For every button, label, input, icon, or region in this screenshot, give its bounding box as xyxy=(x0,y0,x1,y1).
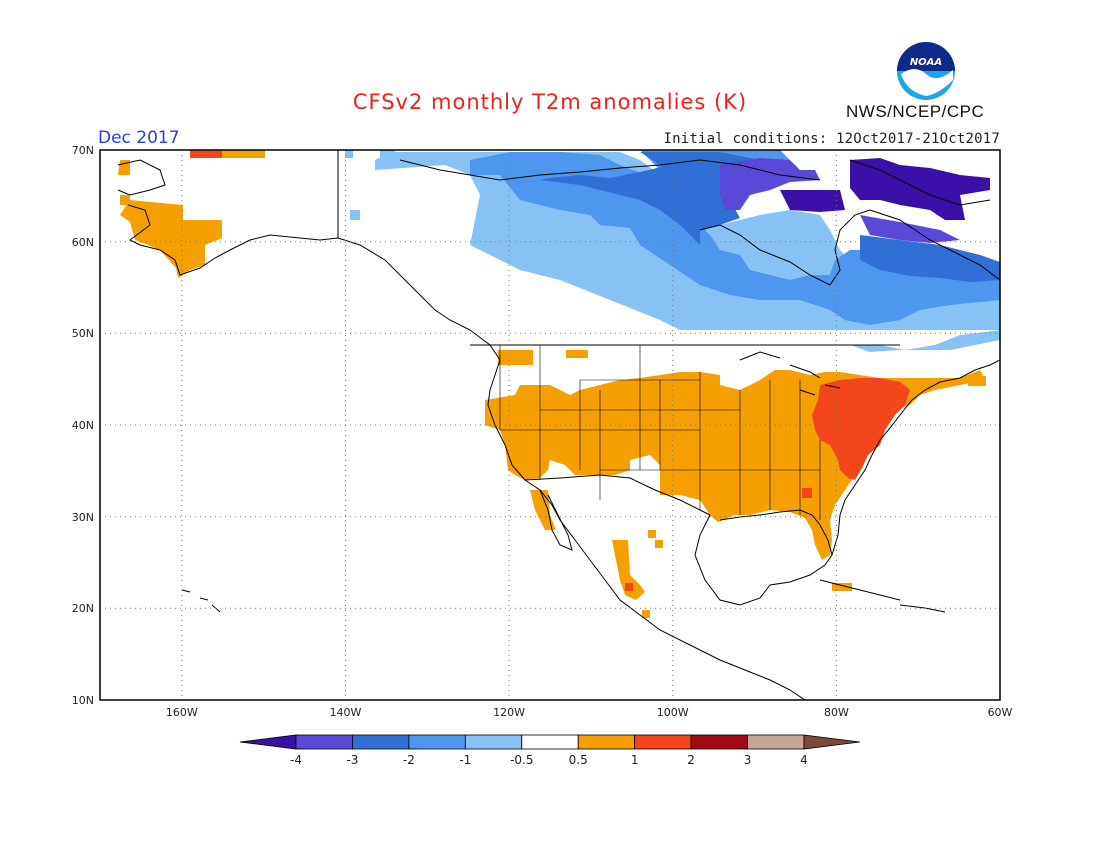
cold-light-region-spot xyxy=(345,150,353,158)
coastline-greenland xyxy=(849,159,991,206)
lat-label: 20N xyxy=(72,602,94,615)
warm-region-mexico xyxy=(612,540,645,600)
legend-label: 1 xyxy=(631,753,639,767)
logo-text: NOAA xyxy=(910,57,942,68)
lat-label: 40N xyxy=(72,419,94,432)
coastline-baja xyxy=(539,489,573,551)
legend-swatch xyxy=(295,734,353,750)
warm-region-alaska-nw xyxy=(120,195,130,205)
legend-swatch xyxy=(747,734,805,750)
lon-label: 140W xyxy=(330,706,362,719)
coastline-cuba xyxy=(819,579,946,613)
warm-region-cuba xyxy=(832,583,852,591)
legend-swatch xyxy=(352,734,410,750)
very-cold-region-north xyxy=(780,190,845,212)
hot-region-east-coast xyxy=(812,378,910,480)
warm-region-spot xyxy=(642,610,650,618)
lon-labels: 160W 140W 120W 100W 80W 60W xyxy=(166,706,1013,719)
color-legend: -4 -3 -2 -1 -0.5 0.5 1 2 3 4 xyxy=(239,734,861,767)
lat-label: 30N xyxy=(72,511,94,524)
lon-label: 100W xyxy=(657,706,689,719)
hot-region-alaska xyxy=(190,150,222,158)
agency-label: NWS/NCEP/CPC xyxy=(846,102,985,121)
coastline-gulf xyxy=(694,509,833,606)
noaa-logo: NOAA xyxy=(897,42,955,100)
lon-label: 120W xyxy=(493,706,525,719)
legend-swatch xyxy=(690,734,748,750)
warm-region-usa xyxy=(485,370,985,560)
lon-label: 160W xyxy=(166,706,198,719)
warm-region-alaska-body xyxy=(120,200,222,278)
hot-region-spot xyxy=(802,488,812,498)
coastline-east xyxy=(831,359,1000,556)
legend-swatch xyxy=(577,734,636,750)
legend-label: -0.5 xyxy=(510,753,533,767)
very-cold-region-labrador xyxy=(860,215,960,243)
coastline-hudson xyxy=(699,209,871,286)
warm-region-spot xyxy=(968,376,986,386)
lat-labels: 70N 60N 50N 40N 30N 20N 10N xyxy=(72,144,94,707)
hot-region-spot xyxy=(822,386,836,394)
border-usa-canada xyxy=(337,150,900,346)
lon-label: 60W xyxy=(988,706,1013,719)
very-cold-region-baffin xyxy=(720,158,820,210)
legend-label: 4 xyxy=(800,753,808,767)
legend-label: -3 xyxy=(346,753,358,767)
great-lakes xyxy=(739,351,841,396)
cold-medium-region-canada xyxy=(470,152,1000,325)
coastline-alaska xyxy=(117,159,339,276)
map-frame xyxy=(99,149,1001,701)
legend-label: 0.5 xyxy=(569,753,588,767)
border-usa-mexico xyxy=(524,474,711,516)
warm-region-alaska xyxy=(160,150,265,158)
legend-swatch xyxy=(521,734,579,750)
coastline-west xyxy=(337,237,806,700)
warm-region-baja xyxy=(530,490,556,530)
cold-light-region-spot xyxy=(380,150,395,158)
cold-light-region-east xyxy=(850,330,1000,352)
legend-swatch xyxy=(464,734,523,750)
grid-lines xyxy=(100,150,1000,700)
forecast-month: Dec 2017 xyxy=(98,128,180,148)
map-title: CFSv2 monthly T2m anomalies (K) xyxy=(352,90,748,114)
lat-label: 70N xyxy=(72,144,94,157)
lat-label: 60N xyxy=(72,236,94,249)
warm-region-alaska-west xyxy=(118,160,130,175)
warm-region-spot xyxy=(648,530,656,538)
legend-swatch-lowest xyxy=(239,734,297,750)
lon-label: 80W xyxy=(824,706,849,719)
cold-light-region-spot xyxy=(350,210,360,220)
warm-region-spot xyxy=(565,405,575,420)
lat-label: 10N xyxy=(72,694,94,707)
legend-label: 2 xyxy=(687,753,695,767)
legend-swatch xyxy=(408,734,466,750)
legend-label: -2 xyxy=(403,753,415,767)
warm-region-spot xyxy=(498,350,533,365)
anomaly-fill-layer xyxy=(118,150,1000,618)
coastline-arctic xyxy=(399,159,821,181)
initial-conditions: Initial conditions: 12Oct2017-21Oct2017 xyxy=(663,131,1000,147)
legend-label: 3 xyxy=(744,753,752,767)
hot-region-spot xyxy=(625,583,633,591)
warm-region-spot xyxy=(566,350,588,358)
cold-deep-region-hudson xyxy=(510,165,740,245)
legend-swatch-highest xyxy=(803,734,861,750)
warm-region-spot xyxy=(655,540,663,548)
legend-swatch xyxy=(634,734,692,750)
legend-label: -4 xyxy=(290,753,302,767)
coastline-labrador xyxy=(869,209,1000,281)
cold-deep-region-east xyxy=(860,235,1000,282)
lat-label: 50N xyxy=(72,327,94,340)
legend-label: -1 xyxy=(459,753,471,767)
very-cold-region-greenland xyxy=(850,158,990,220)
